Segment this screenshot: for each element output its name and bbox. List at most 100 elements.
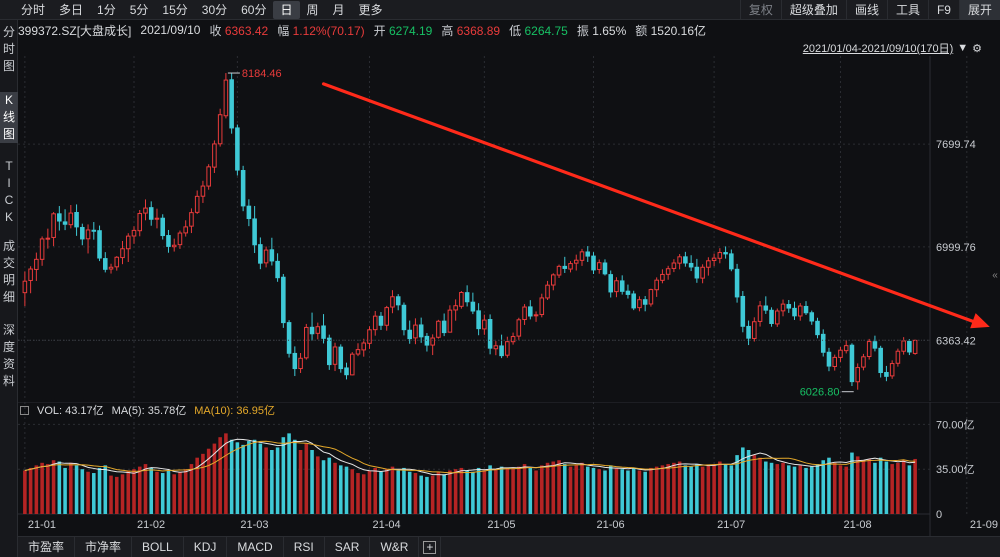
period-tab-7[interactable]: 日 [273,0,300,19]
candle-body [246,205,252,220]
tool-button-5[interactable]: 展开 [958,0,1000,20]
volume-bar [264,447,268,514]
candle-body [889,363,895,377]
volume-bar [603,470,607,514]
volume-bar [189,464,194,514]
candle-body [258,244,263,264]
candlestick-chart[interactable]: 7699.74 6999.76 6363.42 8184.46 6026.80 [18,56,1000,401]
candle-body [298,357,303,370]
indicator-tab-0[interactable]: 市盈率 [18,537,76,557]
volume-bar [74,465,79,514]
chevron-down-icon[interactable]: ▼ [957,42,969,54]
tool-button-0[interactable]: 复权 [739,0,781,20]
period-tab-8[interactable]: 周 [306,2,319,17]
candle-body [57,213,62,222]
volume-bar [287,433,291,514]
plus-icon[interactable]: + [423,541,437,554]
candle-body [533,314,539,317]
volume-bar [505,467,510,514]
candle-body [229,79,234,129]
price-tick-label: 6999.76 [936,242,976,254]
volume-bar [660,465,665,514]
volume-chart[interactable]: 70.00亿 35.00亿 0 21-01 21-02 21-03 21-04 21-05 21… [18,402,1000,536]
candle-body [143,207,148,214]
candle-body [120,248,125,259]
tool-button-2[interactable]: 画线 [845,0,887,20]
volume-bar [252,439,257,514]
indicator-tab-3[interactable]: KDJ [184,537,228,557]
candle-body [240,170,246,207]
period-tab-4[interactable]: 15分 [162,2,188,17]
collapse-panel-icon[interactable]: « [992,270,998,281]
candle-body [482,319,487,330]
candle-body [671,262,677,269]
period-tab-6[interactable]: 60分 [241,2,267,17]
candle-body [849,344,855,383]
candle-body [453,305,458,311]
volume-bar [499,466,504,514]
candle-body [706,260,711,268]
candle-body [752,321,757,339]
add-indicator-button[interactable]: + [419,537,442,557]
period-tab-0[interactable]: 分时 [21,2,46,17]
side-tab-3[interactable]: 成交明细 [2,239,15,304]
indicator-tab-5[interactable]: RSI [284,537,325,557]
period-tab-9[interactable]: 月 [332,2,345,17]
volume-bar [873,462,877,514]
date-range-text[interactable]: 2021/01/04-2021/09/10(170日) [802,43,954,55]
indicator-tab-2[interactable]: BOLL [132,537,184,557]
date-tick-label: 21-08 [843,519,871,531]
candle-body [665,268,671,275]
volume-bar [390,466,395,514]
volume-tick-label: 0 [936,509,942,521]
volume-bar [798,465,803,514]
change-label: 幅 [277,23,290,38]
date-tick-label: 21-02 [137,519,165,531]
side-tab-4[interactable]: 深度资料 [2,323,15,388]
volume-bar [775,464,780,514]
volume-bar [367,470,372,514]
tool-button-1[interactable]: 超级叠加 [780,0,846,20]
volume-toggle-icon[interactable] [20,405,29,415]
candle-body [757,305,763,322]
volume-bar [878,457,883,514]
candle-body [194,195,200,213]
indicator-tab-4[interactable]: MACD [227,537,284,557]
volume-bar [890,464,894,514]
volume-bar [850,452,854,514]
volume-bar [57,461,62,514]
tool-button-3[interactable]: 工具 [886,0,928,20]
period-tab-1[interactable]: 多日 [59,2,84,17]
volume-bar [884,461,889,514]
candle-body [516,319,522,337]
volume-bar [786,465,791,514]
candle-body [660,273,665,281]
price-tick-label: 7699.74 [936,139,976,151]
gear-icon[interactable]: ⚙ [972,42,982,55]
candle-body [344,367,349,376]
indicator-tab-6[interactable]: SAR [325,537,371,557]
volume-bar [120,474,125,514]
tool-button-4[interactable]: F9 [927,0,959,20]
candle-body [591,255,596,271]
indicator-tab-1[interactable]: 市净率 [75,537,133,557]
period-tab-2[interactable]: 1分 [97,2,116,17]
period-tab-3[interactable]: 5分 [129,2,149,17]
period-tab-5[interactable]: 30分 [201,2,228,17]
price-tick-label: 6363.42 [936,335,976,347]
period-tab-10[interactable]: 更多 [358,2,383,17]
candle-body [683,256,688,264]
side-tab-0[interactable]: 分时图 [2,25,15,73]
candle-body [625,290,631,295]
date-range-selector[interactable]: 2021/01/04-2021/09/10(170日) ▼ ⚙ [803,40,982,56]
indicator-tab-7[interactable]: W&R [370,537,420,557]
volume-bar [316,456,320,514]
candle-body [430,337,435,346]
candle-body [717,252,723,259]
volume-bar [689,466,693,514]
volume-bar [270,450,274,514]
candle-body [528,306,533,317]
volume-bar [672,462,676,514]
